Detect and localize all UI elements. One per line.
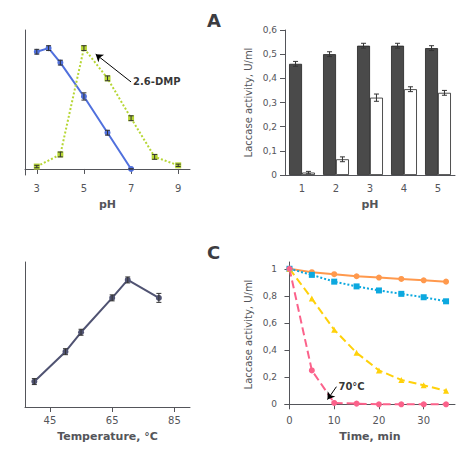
svg-text:0,4: 0,4 [263,73,278,83]
svg-text:Time, min: Time, min [339,430,400,443]
svg-text:pH: pH [361,198,378,211]
svg-text:65: 65 [106,415,119,426]
svg-text:pH: pH [99,198,116,211]
svg-text:0,6: 0,6 [263,25,278,35]
svg-text:5: 5 [81,183,87,194]
svg-text:0,2: 0,2 [263,122,277,132]
svg-text:0,5: 0,5 [263,49,277,59]
svg-text:0: 0 [286,415,292,426]
svg-text:3: 3 [367,183,373,194]
svg-text:A: A [207,10,221,31]
svg-text:20: 20 [373,415,386,426]
svg-text:1: 1 [299,183,305,194]
svg-text:4: 4 [401,183,407,194]
svg-text:9: 9 [175,183,181,194]
svg-text:Temperature, °C: Temperature, °C [57,430,158,443]
svg-text:2: 2 [333,183,339,194]
svg-text:Laccase activity, U/ml: Laccase activity, U/ml [243,280,254,390]
svg-text:0,3: 0,3 [263,98,277,108]
svg-text:30: 30 [417,415,430,426]
svg-text:0,1: 0,1 [263,146,277,156]
svg-text:0: 0 [271,399,277,409]
svg-text:45: 45 [44,415,57,426]
svg-text:C: C [207,242,220,263]
svg-text:7: 7 [128,183,134,194]
svg-text:0,6: 0,6 [263,318,278,328]
svg-text:Laccase activity, U/ml: Laccase activity, U/ml [243,48,254,158]
svg-text:0: 0 [271,170,277,180]
svg-text:3: 3 [34,183,40,194]
svg-text:85: 85 [168,415,181,426]
svg-text:0,8: 0,8 [263,291,278,301]
svg-text:70°C: 70°C [338,381,364,392]
svg-text:5: 5 [435,183,441,194]
svg-text:0,2: 0,2 [263,372,277,382]
svg-text:10: 10 [328,415,341,426]
svg-text:0,4: 0,4 [263,345,278,355]
svg-text:2.6-DMP: 2.6-DMP [133,76,180,87]
svg-text:1: 1 [271,264,277,274]
